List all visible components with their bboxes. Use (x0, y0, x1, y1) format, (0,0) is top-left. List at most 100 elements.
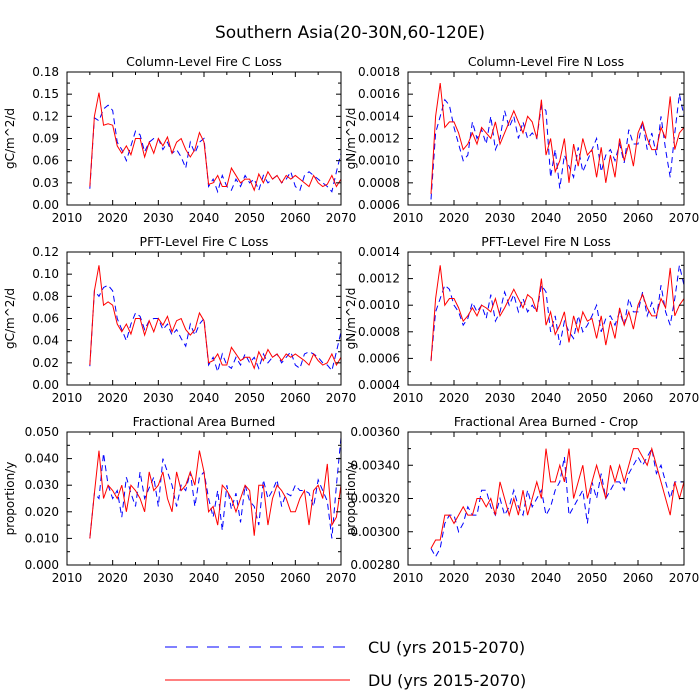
panel-title: Column-Level Fire C Loss (126, 54, 282, 69)
x-tick-label: 2030 (143, 391, 174, 405)
legend-label-cu: CU (yrs 2015-2070) (368, 638, 525, 657)
panel-5: 2010 2020 2030 2040 2050 2060 2070 0.000 0.010 0.… (3, 414, 356, 585)
y-tick-label: 0.06 (32, 312, 59, 326)
y-tick-label: 0.00300 (350, 525, 400, 539)
y-tick-label: 0.00 (32, 378, 59, 392)
panel-1: 2010 2020 2030 2040 2050 2060 2070 0.00 0.03 0.06… (3, 54, 356, 225)
x-tick-label: 2050 (577, 211, 608, 225)
y-tick-label: 0.08 (32, 289, 59, 303)
x-tick-label: 2030 (485, 391, 516, 405)
x-tick-label: 2070 (669, 571, 700, 585)
x-tick-label: 2040 (531, 211, 562, 225)
x-tick-label: 2050 (234, 211, 265, 225)
series-du-line (430, 265, 685, 362)
y-tick-label: 0.03 (32, 176, 59, 190)
y-tick-label: 0.0014 (358, 245, 400, 259)
panel-title: Fractional Area Burned - Crop (454, 414, 638, 429)
panel-3: 2010 2020 2030 2040 2050 2060 2070 0.00 0.02 0.04… (3, 234, 356, 405)
y-axis-label: proportion/y (3, 462, 17, 536)
x-tick-label: 2070 (326, 391, 357, 405)
x-tick-label: 2060 (623, 571, 654, 585)
panel-title: Fractional Area Burned (133, 414, 276, 429)
x-tick-label: 2070 (669, 211, 700, 225)
x-tick-label: 2030 (143, 571, 174, 585)
x-tick-label: 2010 (393, 571, 424, 585)
x-tick-label: 2010 (393, 211, 424, 225)
x-tick-label: 2060 (280, 211, 311, 225)
series-cu-line (89, 284, 342, 374)
x-tick-label: 2060 (623, 211, 654, 225)
y-tick-label: 0.0010 (358, 298, 400, 312)
panel-6: 2010 2020 2030 2040 2050 2060 2070 0.00280 0.003… (344, 414, 699, 585)
y-tick-label: 0.0008 (358, 176, 400, 190)
x-tick-label: 2060 (623, 391, 654, 405)
y-tick-label: 0.0014 (358, 109, 400, 123)
y-tick-label: 0.00360 (350, 425, 400, 439)
x-tick-label: 2020 (439, 211, 470, 225)
y-axis-label: proportion/y (344, 462, 358, 536)
x-tick-label: 2020 (439, 571, 470, 585)
x-tick-label: 2010 (52, 391, 83, 405)
panel-title: PFT-Level Fire N Loss (481, 234, 611, 249)
y-tick-label: 0.000 (25, 558, 59, 572)
y-tick-label: 0.10 (32, 267, 59, 281)
x-tick-label: 2020 (97, 211, 128, 225)
y-tick-label: 0.12 (32, 245, 59, 259)
y-tick-label: 0.040 (25, 452, 59, 466)
y-axis-label: gC/m^2/d (3, 108, 17, 169)
plot-frame (407, 251, 685, 386)
x-tick-label: 2060 (280, 571, 311, 585)
x-tick-label: 2030 (485, 211, 516, 225)
panel-title: PFT-Level Fire C Loss (140, 234, 269, 249)
x-tick-label: 2040 (189, 571, 220, 585)
x-tick-label: 2010 (52, 211, 83, 225)
x-tick-label: 2070 (326, 211, 357, 225)
panel-title: Column-Level Fire N Loss (468, 54, 624, 69)
legend: CU (yrs 2015-2070) DU (yrs 2015-2070) (165, 638, 526, 690)
panel-2: 2010 2020 2030 2040 2050 2060 2070 0.0006 0.0008… (344, 54, 699, 225)
x-tick-label: 2030 (143, 211, 174, 225)
y-tick-label: 0.0008 (358, 325, 400, 339)
series-cu-line (430, 94, 685, 200)
y-axis-label: gC/m^2/d (3, 288, 17, 349)
y-tick-label: 0.020 (25, 505, 59, 519)
x-tick-label: 2050 (234, 391, 265, 405)
y-tick-label: 0.0012 (358, 132, 400, 146)
x-tick-label: 2010 (393, 391, 424, 405)
x-tick-label: 2010 (52, 571, 83, 585)
series-cu-line (89, 437, 342, 539)
y-axis-label: gN/m^2/d (344, 108, 358, 170)
panels: 2010 2020 2030 2040 2050 2060 2070 0.00 0.03 0.06… (3, 54, 699, 585)
series-du-line (430, 83, 685, 194)
x-tick-label: 2040 (189, 211, 220, 225)
x-tick-label: 2050 (234, 571, 265, 585)
panel-4: 2010 2020 2030 2040 2050 2060 2070 0.0004 0.0006… (344, 234, 699, 405)
y-tick-label: 0.02 (32, 356, 59, 370)
x-tick-label: 2070 (326, 571, 357, 585)
y-tick-label: 0.0018 (358, 65, 400, 79)
series-du-line (89, 265, 342, 370)
y-axis-label: gN/m^2/d (344, 288, 358, 350)
y-tick-label: 0.06 (32, 154, 59, 168)
y-tick-label: 0.0004 (358, 378, 400, 392)
x-tick-label: 2050 (577, 391, 608, 405)
series-cu-line (430, 447, 684, 558)
x-tick-label: 2040 (189, 391, 220, 405)
y-tick-label: 0.00280 (350, 558, 400, 572)
x-tick-label: 2030 (485, 571, 516, 585)
y-tick-label: 0.12 (32, 109, 59, 123)
y-tick-label: 0.00340 (350, 458, 400, 472)
series-du-line (89, 450, 342, 539)
plot-frame (407, 71, 685, 206)
y-tick-label: 0.0016 (358, 87, 400, 101)
series-du-line (89, 92, 342, 192)
legend-label-du: DU (yrs 2015-2070) (368, 671, 526, 690)
y-tick-label: 0.04 (32, 334, 59, 348)
series-du-line (430, 446, 685, 549)
y-tick-label: 0.09 (32, 132, 59, 146)
x-tick-label: 2060 (280, 391, 311, 405)
y-tick-label: 0.010 (25, 531, 59, 545)
y-tick-label: 0.00320 (350, 492, 400, 506)
x-tick-label: 2020 (439, 391, 470, 405)
